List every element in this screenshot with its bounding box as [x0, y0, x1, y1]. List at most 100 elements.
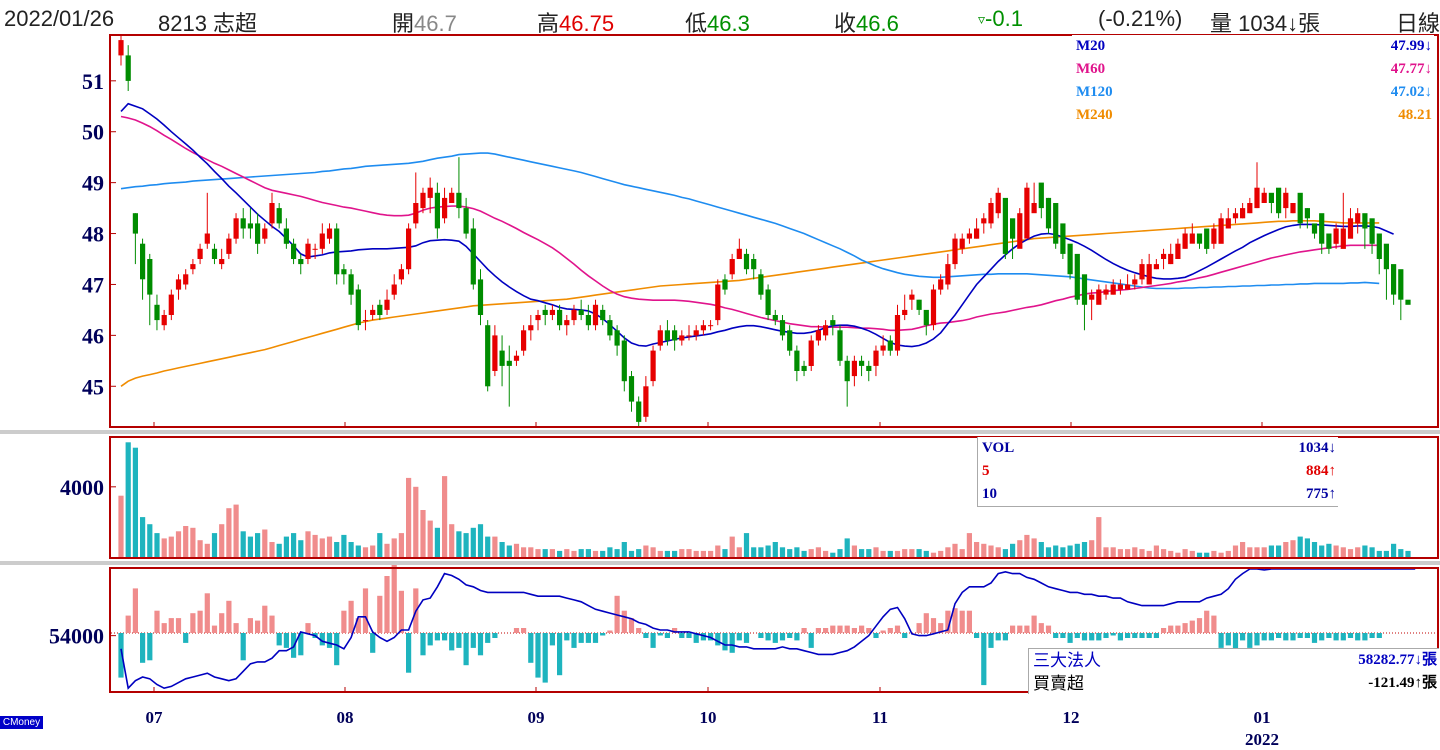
candle-body — [837, 330, 843, 361]
volume-bar — [1146, 550, 1152, 558]
candle — [664, 320, 670, 346]
candle — [1276, 187, 1282, 219]
volume-bar — [830, 552, 836, 558]
candle-body — [1074, 253, 1080, 300]
candle — [880, 335, 886, 356]
candle — [1283, 187, 1289, 219]
candle — [1405, 299, 1411, 305]
ma-name: M20 — [1076, 38, 1106, 54]
volume-bar — [1196, 552, 1203, 558]
candle — [801, 360, 807, 377]
net-buy-sell-bar — [765, 633, 771, 641]
net-buy-sell-bar — [636, 628, 642, 633]
volume-bar — [765, 545, 771, 558]
net-buy-sell-bar — [1060, 633, 1066, 638]
candle-body — [1369, 218, 1375, 244]
candle-body — [564, 320, 570, 326]
candle — [1319, 213, 1325, 254]
net-buy-sell-bar — [1211, 615, 1217, 633]
candle — [1125, 274, 1131, 290]
candle — [506, 345, 512, 407]
price-tick-label: 45 — [82, 374, 104, 399]
net-buy-sell-bar — [456, 633, 462, 648]
header-change-pct: (-0.21%) — [1098, 6, 1183, 31]
net-buy-sell-bar — [1002, 633, 1008, 641]
candle-body — [830, 320, 836, 326]
candle — [477, 269, 484, 326]
price-tick-label: 50 — [82, 120, 104, 145]
candle-body — [1218, 218, 1224, 244]
volume-bar — [1096, 517, 1102, 558]
candle — [837, 325, 843, 366]
candle — [262, 223, 268, 244]
candle-body — [808, 340, 814, 366]
net-buy-sell-bar — [276, 633, 282, 646]
candle-body — [1038, 182, 1044, 209]
candle — [1081, 274, 1088, 331]
net-buy-sell-bar — [535, 633, 541, 678]
candle — [859, 355, 865, 377]
volume-bar — [1031, 538, 1037, 558]
ma-value: 47.02↓ — [1390, 84, 1432, 100]
candle — [1383, 243, 1389, 300]
candle-body — [664, 330, 670, 341]
net-buy-sell-bar — [370, 633, 376, 653]
net-buy-sell-bar — [715, 633, 721, 646]
net-buy-sell-bar — [463, 633, 469, 666]
volume-bar — [1283, 542, 1289, 558]
candle — [370, 304, 376, 321]
candle — [255, 213, 261, 254]
net-buy-sell-bar — [672, 628, 678, 633]
volume-bar — [758, 547, 764, 558]
candle-body — [1175, 243, 1181, 259]
volume-bar — [715, 545, 721, 558]
candle-body — [772, 315, 778, 321]
candle-body — [420, 192, 426, 209]
candle — [1391, 264, 1397, 305]
volume-bar — [398, 533, 404, 558]
volume-bar — [1204, 552, 1210, 558]
candle-body — [391, 284, 397, 295]
month-label: 11 — [872, 708, 888, 727]
net-buy-sell-bar — [981, 633, 987, 686]
volume-bar — [981, 543, 987, 558]
net-buy-sell-bar — [348, 600, 354, 633]
candle-body — [449, 192, 455, 203]
candle-body — [614, 330, 620, 346]
candle — [995, 187, 1001, 219]
volume-bar — [657, 550, 663, 558]
volume-bar — [341, 534, 347, 558]
volume-bar — [413, 486, 419, 558]
candle-body — [715, 284, 721, 321]
candle-body — [1376, 233, 1382, 259]
candle — [1175, 238, 1181, 259]
candle-body — [801, 365, 807, 371]
candle-body — [607, 320, 613, 336]
candle-body — [1383, 243, 1389, 270]
net-buy-sell-bar — [578, 633, 584, 643]
candle — [1103, 284, 1109, 300]
candle — [204, 192, 210, 249]
candle-body — [1247, 203, 1253, 214]
candlesticks — [118, 35, 1411, 427]
candle — [557, 304, 563, 331]
net-buy-sell-bar — [226, 600, 232, 633]
candle-body — [952, 238, 958, 265]
volume-bar — [1053, 545, 1059, 558]
candle-body — [1067, 243, 1073, 275]
candle-body — [442, 197, 448, 219]
candle — [672, 325, 678, 351]
ma-legend-row-m60: M60 47.77↓ — [1072, 58, 1434, 81]
candle — [686, 325, 692, 341]
institutional-holding-line — [120, 568, 1416, 690]
candle-body — [679, 335, 685, 341]
net-buy-sell-bar — [1268, 633, 1274, 641]
volume-bar — [485, 536, 491, 558]
volume-bars — [118, 442, 1411, 559]
header-stock: 8213 志超 — [158, 11, 258, 36]
candle — [154, 294, 160, 331]
net-buy-sell-bar — [1067, 633, 1073, 643]
candle — [1369, 218, 1375, 254]
close-label: 收 — [834, 11, 857, 36]
volume-bar — [621, 542, 627, 558]
